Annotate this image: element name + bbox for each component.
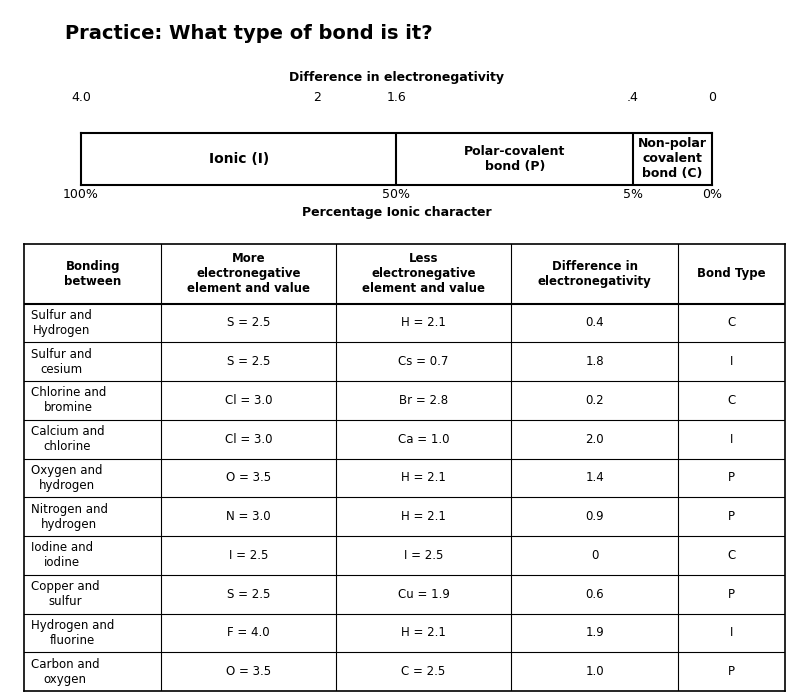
Text: 0.4: 0.4 xyxy=(585,316,604,329)
Text: More
electronegative
element and value: More electronegative element and value xyxy=(187,253,310,295)
Text: Polar-covalent
bond (P): Polar-covalent bond (P) xyxy=(464,144,565,173)
Text: 1.6: 1.6 xyxy=(387,91,406,104)
Text: Cl = 3.0: Cl = 3.0 xyxy=(225,394,273,407)
Text: Cs = 0.7: Cs = 0.7 xyxy=(398,355,449,369)
Text: O = 3.5: O = 3.5 xyxy=(226,665,271,678)
Text: 1.0: 1.0 xyxy=(585,665,604,678)
Text: Ionic (I): Ionic (I) xyxy=(209,151,269,166)
Text: I: I xyxy=(730,626,733,639)
Text: S = 2.5: S = 2.5 xyxy=(227,588,270,601)
Text: .4: .4 xyxy=(627,91,639,104)
Text: 5%: 5% xyxy=(623,188,643,202)
Text: 0: 0 xyxy=(591,549,599,562)
Text: Practice: What type of bond is it?: Practice: What type of bond is it? xyxy=(65,24,432,43)
Text: 2: 2 xyxy=(314,91,321,104)
Text: H = 2.1: H = 2.1 xyxy=(401,510,446,524)
Text: Carbon and
oxygen: Carbon and oxygen xyxy=(31,658,100,685)
Text: H = 2.1: H = 2.1 xyxy=(401,626,446,639)
Text: I = 2.5: I = 2.5 xyxy=(404,549,443,562)
Text: 0.9: 0.9 xyxy=(585,510,604,524)
Text: I: I xyxy=(730,433,733,446)
Text: Percentage Ionic character: Percentage Ionic character xyxy=(302,206,491,219)
Text: 0.2: 0.2 xyxy=(585,394,604,407)
Text: P: P xyxy=(728,510,735,524)
Text: Sulfur and
cesium: Sulfur and cesium xyxy=(31,348,91,376)
Text: C = 2.5: C = 2.5 xyxy=(401,665,446,678)
Text: Cl = 3.0: Cl = 3.0 xyxy=(225,433,273,446)
Text: Nitrogen and
hydrogen: Nitrogen and hydrogen xyxy=(31,503,108,530)
Text: C: C xyxy=(727,549,735,562)
Text: 1.8: 1.8 xyxy=(585,355,604,369)
Text: Iodine and
iodine: Iodine and iodine xyxy=(31,542,93,570)
Text: O = 3.5: O = 3.5 xyxy=(226,471,271,484)
Text: Difference in electronegativity: Difference in electronegativity xyxy=(289,70,504,84)
Text: C: C xyxy=(727,316,735,329)
Text: I = 2.5: I = 2.5 xyxy=(229,549,269,562)
Text: Calcium and
chlorine: Calcium and chlorine xyxy=(31,425,104,453)
Text: H = 2.1: H = 2.1 xyxy=(401,471,446,484)
Text: 50%: 50% xyxy=(383,188,410,202)
Text: C: C xyxy=(727,394,735,407)
Text: Oxygen and
hydrogen: Oxygen and hydrogen xyxy=(31,464,102,492)
Text: H = 2.1: H = 2.1 xyxy=(401,316,446,329)
Text: I: I xyxy=(730,355,733,369)
Text: 0.6: 0.6 xyxy=(585,588,604,601)
Text: 1.9: 1.9 xyxy=(585,626,604,639)
Text: P: P xyxy=(728,471,735,484)
Text: S = 2.5: S = 2.5 xyxy=(227,316,270,329)
Text: N = 3.0: N = 3.0 xyxy=(227,510,271,524)
Text: 2.0: 2.0 xyxy=(585,433,604,446)
Text: 0: 0 xyxy=(708,91,716,104)
Text: F = 4.0: F = 4.0 xyxy=(227,626,270,639)
Text: Bonding
between: Bonding between xyxy=(64,260,121,288)
Text: P: P xyxy=(728,588,735,601)
Text: Cu = 1.9: Cu = 1.9 xyxy=(397,588,450,601)
Text: 0%: 0% xyxy=(702,188,722,202)
Text: Copper and
sulfur: Copper and sulfur xyxy=(31,580,100,608)
Text: Non-polar
covalent
bond (C): Non-polar covalent bond (C) xyxy=(638,138,707,180)
Text: Br = 2.8: Br = 2.8 xyxy=(399,394,448,407)
Text: Hydrogen and
fluorine: Hydrogen and fluorine xyxy=(31,619,114,647)
Text: Sulfur and
Hydrogen: Sulfur and Hydrogen xyxy=(31,309,91,337)
Text: Bond Type: Bond Type xyxy=(697,267,766,281)
Text: 1.4: 1.4 xyxy=(585,471,604,484)
Text: P: P xyxy=(728,665,735,678)
Text: Difference in
electronegativity: Difference in electronegativity xyxy=(538,260,651,288)
Text: 4.0: 4.0 xyxy=(71,91,91,104)
Text: 100%: 100% xyxy=(63,188,99,202)
Text: Ca = 1.0: Ca = 1.0 xyxy=(398,433,449,446)
Text: Less
electronegative
element and value: Less electronegative element and value xyxy=(362,253,485,295)
Text: S = 2.5: S = 2.5 xyxy=(227,355,270,369)
Text: Chlorine and
bromine: Chlorine and bromine xyxy=(31,387,106,415)
